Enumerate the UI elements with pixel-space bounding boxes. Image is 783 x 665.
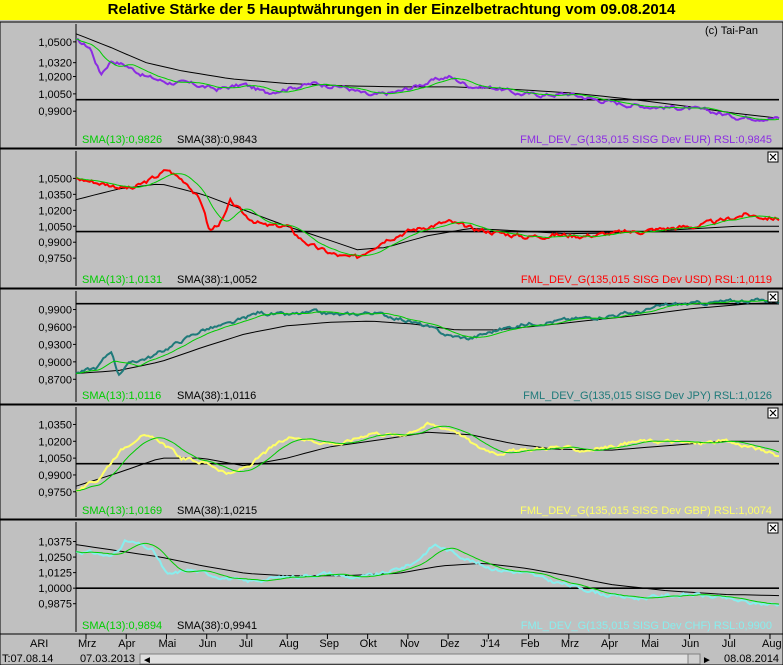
scrollbar-thumb <box>687 653 701 665</box>
y-tick-label: 0,9600 <box>38 322 72 334</box>
y-tick-label: 1,0250 <box>38 552 72 564</box>
x-tick-label: Aug <box>279 638 299 650</box>
x-tick-label: Dez <box>440 638 460 650</box>
y-tick-label: 1,0200 <box>38 72 72 84</box>
x-tick-label: Aug <box>762 638 782 650</box>
x-tick-label: Sep <box>319 638 339 650</box>
close-icon <box>769 524 777 532</box>
x-tick-label: Mrz <box>561 638 579 650</box>
y-tick-label: 1,0320 <box>38 58 72 70</box>
y-tick-label: 1,0050 <box>38 453 72 465</box>
legend-series: FML_DEV_G(135,015 SISG Dev JPY) RSL:1,01… <box>523 390 772 402</box>
panel-jpy <box>0 288 783 405</box>
y-tick-label: 1,0050 <box>38 221 72 233</box>
scroll-left-icon: ◄ <box>142 655 152 665</box>
sma13-line <box>75 173 780 257</box>
x-tick-label: Apr <box>601 638 618 650</box>
legend-series: FML_DEV_G(135,015 SISG Dev EUR) RSL:0,98… <box>520 134 772 146</box>
y-tick-label: 1,0375 <box>38 537 72 549</box>
y-tick-label: 0,9900 <box>38 106 72 118</box>
legend-sma13: SMA(13):1,0131 <box>82 274 162 286</box>
close-icon <box>769 293 777 301</box>
scroll-right-icon: ► <box>702 655 712 665</box>
legend-series: FML_DEV_G(135,015 SISG Dev USD) RSL:1,01… <box>521 274 772 286</box>
legend-sma13: SMA(13):1,0169 <box>82 505 162 517</box>
panel-eur <box>0 21 783 149</box>
legend-sma38: SMA(38):1,0116 <box>177 390 256 402</box>
symbol-label: ARI <box>30 638 48 650</box>
x-tick-label: Jun <box>199 638 217 650</box>
legend-sma13: SMA(13):0,9894 <box>82 620 162 632</box>
y-tick-label: 0,9900 <box>38 305 72 317</box>
x-tick-label: Jul <box>722 638 736 650</box>
y-tick-label: 1,0200 <box>38 205 72 217</box>
y-tick-label: 0,9750 <box>38 487 72 499</box>
sma13-line <box>76 38 780 121</box>
legend-series: FML_DEV_G(135,015 SISG Dev GBP) RSL:1,00… <box>520 505 772 517</box>
end-date: 08.08.2014 <box>724 653 779 665</box>
sma13-line <box>75 300 780 375</box>
x-tick-label: Okt <box>360 638 377 650</box>
y-tick-label: 1,0000 <box>38 583 72 595</box>
x-tick-label: Jun <box>682 638 700 650</box>
y-tick-label: 1,0350 <box>38 419 72 431</box>
x-tick-label: Mai <box>641 638 659 650</box>
x-tick-label: Mrz <box>78 638 96 650</box>
y-tick-label: 0,9000 <box>38 357 72 369</box>
x-tick-label: Jul <box>239 638 253 650</box>
legend-sma38: SMA(38):1,0052 <box>177 274 257 286</box>
legend-sma38: SMA(38):0,9941 <box>177 620 257 632</box>
y-tick-label: 0,9875 <box>38 599 72 611</box>
y-tick-label: 0,9750 <box>38 253 72 265</box>
y-tick-label: 0,9900 <box>38 470 72 482</box>
sma38-line <box>75 544 780 597</box>
y-tick-label: 1,0125 <box>38 568 72 580</box>
y-tick-label: 0,8700 <box>38 374 72 386</box>
series-line-jpy <box>75 297 780 377</box>
chart-title: Relative Stärke der 5 Hauptwährungen in … <box>0 0 783 20</box>
panel-gbp <box>0 404 783 520</box>
legend-sma38: SMA(38):0,9843 <box>177 134 257 146</box>
sma13-line <box>75 425 780 492</box>
y-tick-label: 1,0200 <box>38 436 72 448</box>
legend-sma13: SMA(13):0,9826 <box>82 134 162 146</box>
legend-series: FML_DEV_G(135,015 SISG Dev CHF) RSL:0,99… <box>521 620 772 632</box>
close-icon <box>769 409 777 417</box>
time-label: T:07.08.14 <box>2 653 53 665</box>
start-date: 07.03.2013 <box>80 653 135 665</box>
scrollbar-track <box>139 653 691 665</box>
charts-svg: 1,0500 1,0320 1,0200 1,0050 0,9900 SMA(13):0,… <box>0 21 783 665</box>
sma13-line <box>75 542 780 605</box>
y-tick-label: 1,0050 <box>38 89 72 101</box>
series-line-chf <box>75 538 780 607</box>
y-tick-label: 1,0350 <box>38 189 72 201</box>
close-icon <box>769 153 777 161</box>
legend-sma13: SMA(13):1,0116 <box>82 390 161 402</box>
y-tick-label: 0,9300 <box>38 339 72 351</box>
x-tick-label: Apr <box>118 638 135 650</box>
x-tick-label: J'14 <box>480 638 500 650</box>
panel-usd <box>0 148 783 289</box>
x-tick-label: Mai <box>158 638 176 650</box>
y-tick-label: 1,0500 <box>38 37 72 49</box>
x-tick-label: Nov <box>400 638 420 650</box>
copyright-label: (c) Tai-Pan <box>705 25 758 37</box>
sma38-line <box>75 431 779 487</box>
panel-chf <box>0 519 783 635</box>
x-tick-label: Feb <box>521 638 540 650</box>
legend-sma38: SMA(38):1,0215 <box>177 505 257 517</box>
y-tick-label: 0,9900 <box>38 237 72 249</box>
y-tick-label: 1,0500 <box>38 173 72 185</box>
